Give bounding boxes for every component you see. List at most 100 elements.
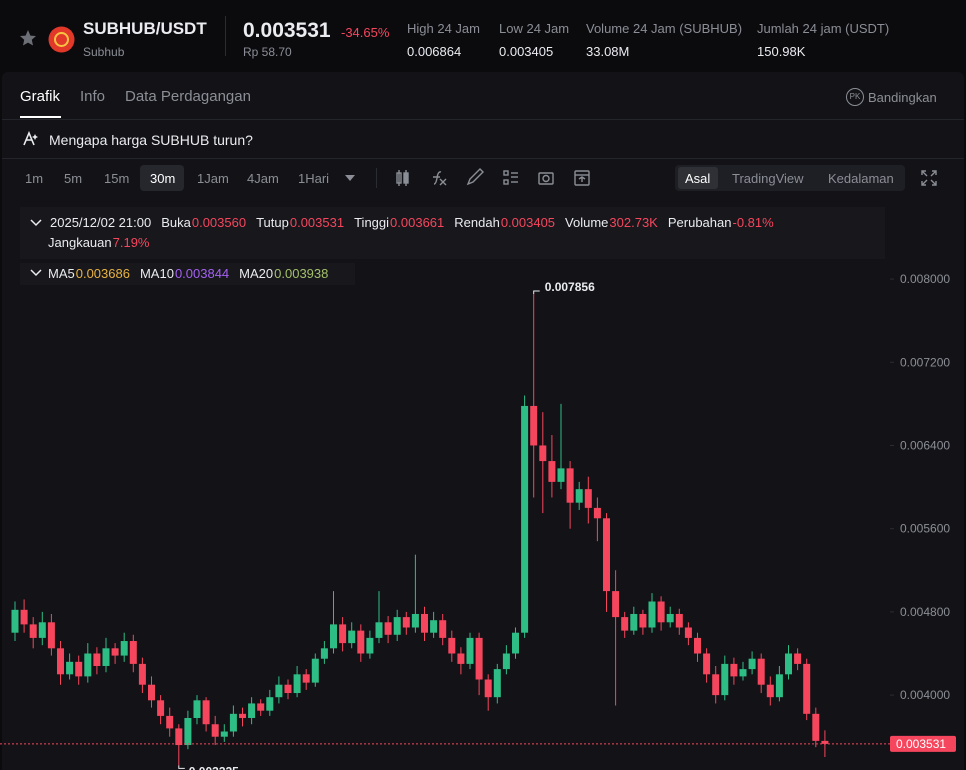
collapse-caret[interactable] bbox=[30, 219, 42, 227]
y-tick-label: 0.004000 bbox=[900, 688, 950, 702]
candle-body bbox=[502, 653, 510, 670]
candle-body bbox=[166, 715, 174, 729]
candle-time: 2025/12/02 21:00 bbox=[50, 215, 152, 230]
candle-body bbox=[311, 658, 319, 683]
candle-body bbox=[630, 613, 638, 631]
candle-body bbox=[402, 617, 410, 628]
candle-body bbox=[593, 507, 601, 519]
price-change: -34.65% bbox=[341, 25, 390, 40]
tab[interactable]: Data Perdagangan bbox=[125, 88, 251, 105]
tool-icons[interactable] bbox=[392, 168, 602, 188]
ma-item: MA10 0.003844 bbox=[140, 266, 229, 281]
candle-body bbox=[102, 648, 110, 666]
ohlc-item: Tutup 0.003531 bbox=[256, 215, 344, 230]
candle-body bbox=[739, 669, 747, 677]
tab[interactable]: Grafik bbox=[20, 88, 61, 105]
favorite-star[interactable] bbox=[18, 28, 38, 48]
candle-body bbox=[703, 653, 711, 675]
symbol: SUBHUB/USDT bbox=[83, 19, 207, 38]
candle-body bbox=[584, 489, 592, 508]
divider bbox=[376, 168, 377, 188]
candle-body bbox=[20, 609, 28, 625]
stat-label: Jumlah 24 jam (USDT) bbox=[757, 21, 890, 36]
interval-option[interactable]: 4Jam bbox=[247, 171, 279, 186]
candle-body bbox=[621, 617, 629, 631]
candle-body bbox=[493, 669, 501, 698]
ohlc-item: Perubahan -0.81% bbox=[668, 215, 774, 230]
stat-value: 0.006864 bbox=[407, 44, 462, 59]
candle-body bbox=[721, 663, 729, 696]
ohlc-item: Volume 302.73K bbox=[565, 215, 658, 230]
interval-option[interactable]: 1m bbox=[25, 171, 44, 186]
candle-body bbox=[657, 601, 665, 623]
ma-row: MA5 0.003686 MA10 0.003844 MA20 0.003938 bbox=[48, 266, 330, 281]
dropdown-caret[interactable] bbox=[344, 174, 356, 182]
candle-body bbox=[211, 724, 219, 737]
candle-body bbox=[675, 613, 683, 628]
candle-body bbox=[93, 653, 101, 666]
candle-body bbox=[357, 630, 365, 654]
candle-body bbox=[566, 468, 574, 503]
view-option[interactable]: Kedalaman bbox=[828, 171, 894, 186]
candle-body bbox=[175, 728, 183, 746]
candle-body bbox=[229, 713, 237, 732]
candle-body bbox=[457, 653, 465, 664]
ohlc-row: 2025/12/02 21:00 Buka 0.003560 Tutup 0.0035… bbox=[50, 215, 774, 230]
ohlc-label: Perubahan bbox=[667, 215, 732, 230]
ma-label: MA20 bbox=[239, 266, 274, 281]
candle-body bbox=[411, 613, 419, 628]
stat-label: Low 24 Jam bbox=[499, 21, 570, 36]
question-link[interactable]: Mengapa harga SUBHUB turun? bbox=[49, 132, 253, 148]
candle-body bbox=[521, 405, 529, 633]
ma-item: MA5 0.003686 bbox=[48, 266, 130, 281]
collapse-caret[interactable] bbox=[30, 269, 42, 277]
candle-body bbox=[766, 684, 774, 698]
interval-option[interactable]: 1Jam bbox=[197, 171, 229, 186]
candle-body bbox=[193, 700, 201, 718]
candle-body bbox=[684, 627, 692, 638]
candle-body bbox=[575, 489, 583, 503]
candle-body bbox=[384, 622, 392, 635]
candle-body bbox=[111, 648, 119, 656]
divider bbox=[225, 16, 226, 56]
candle-body bbox=[666, 613, 674, 623]
high-marker bbox=[533, 290, 540, 295]
view-option[interactable]: TradingView bbox=[732, 171, 804, 186]
candle-body bbox=[712, 674, 720, 696]
tab[interactable]: Info bbox=[80, 88, 106, 105]
compare-button[interactable]: Bandingkan bbox=[868, 90, 937, 105]
fullscreen-icon[interactable] bbox=[920, 169, 938, 187]
candle-body bbox=[257, 703, 265, 711]
ma-value: 0.003844 bbox=[174, 266, 230, 281]
candle-body bbox=[448, 637, 456, 654]
candle-body bbox=[184, 717, 192, 746]
interval-option[interactable]: 1Hari bbox=[298, 171, 330, 186]
interval-option[interactable]: 30m bbox=[150, 171, 176, 186]
ohlc-item: Buka 0.003560 bbox=[161, 215, 246, 230]
candle-body bbox=[284, 684, 292, 694]
candle-body bbox=[220, 731, 228, 737]
ohlc-label: Rendah bbox=[454, 215, 500, 230]
candle-body bbox=[539, 445, 547, 462]
candle-body bbox=[648, 601, 656, 628]
candle-body bbox=[439, 620, 447, 638]
y-tick-label: 0.006400 bbox=[900, 438, 950, 452]
candle-body bbox=[803, 663, 811, 714]
interval-option[interactable]: 15m bbox=[104, 171, 130, 186]
interval-option[interactable]: 5m bbox=[64, 171, 83, 186]
candle-body bbox=[375, 622, 383, 638]
candle-body bbox=[47, 622, 55, 649]
y-tick-label: 0.007200 bbox=[900, 355, 950, 369]
ohlc-info-box bbox=[20, 207, 885, 259]
candle-body bbox=[430, 620, 438, 633]
ma-value: 0.003938 bbox=[274, 266, 329, 281]
candle-body bbox=[530, 405, 538, 446]
view-option[interactable]: Asal bbox=[685, 171, 711, 186]
candle-body bbox=[148, 684, 155, 701]
price-idr: Rp 58.70 bbox=[243, 45, 292, 59]
candle-body bbox=[330, 624, 337, 649]
candle-body bbox=[339, 624, 347, 644]
candle-body bbox=[812, 713, 820, 741]
ohlc-value: 7.19% bbox=[112, 235, 150, 250]
